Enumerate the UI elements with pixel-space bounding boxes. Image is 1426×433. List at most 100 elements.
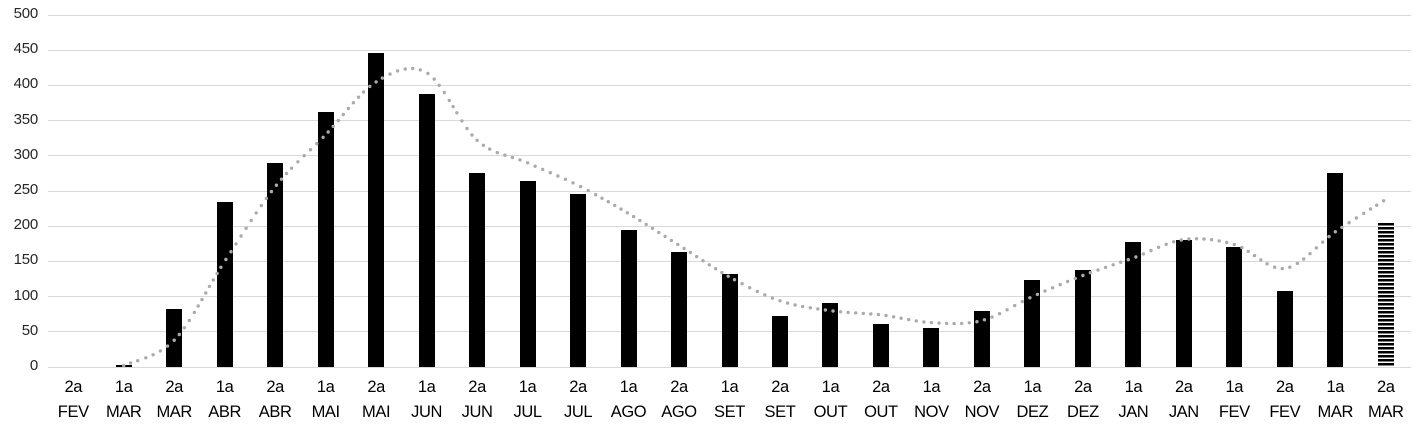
x-tick-period: 2a xyxy=(1276,378,1294,396)
trend-dot xyxy=(1354,216,1359,220)
trend-dot xyxy=(196,304,200,308)
trend-dot xyxy=(785,301,790,305)
trend-dot xyxy=(432,77,436,81)
y-tick-label: 100 xyxy=(13,286,39,304)
x-tick-label: 2a JAN xyxy=(1159,375,1209,425)
x-tick-period: 1a xyxy=(417,378,436,396)
trend-dot xyxy=(1194,237,1199,241)
trend-dot xyxy=(606,200,610,204)
trend-dot xyxy=(418,68,422,72)
trend-dot xyxy=(1050,286,1055,290)
trend-dot xyxy=(1111,263,1115,267)
bar xyxy=(368,53,385,367)
trend-dot xyxy=(613,203,617,208)
trend-dot xyxy=(234,242,238,246)
x-tick-label: 2a MAR xyxy=(1361,375,1411,425)
trend-dot xyxy=(922,320,926,324)
x-tick-label: 1a MAI xyxy=(300,375,350,425)
trend-dot xyxy=(1288,265,1292,269)
bar xyxy=(317,112,334,367)
trend-dot xyxy=(967,321,971,325)
trend-dot xyxy=(682,246,686,251)
trend-dot xyxy=(239,234,243,238)
y-tick-label: 500 xyxy=(13,5,39,22)
trend-dot xyxy=(808,306,812,310)
x-tick-period: 2a xyxy=(1376,378,1395,396)
x-tick-month: AGO xyxy=(661,403,697,421)
x-tick-period: 1a xyxy=(1326,378,1345,396)
trend-dot xyxy=(495,150,499,155)
trend-dot xyxy=(778,299,782,303)
trend-dot xyxy=(426,71,430,76)
bar xyxy=(771,316,788,367)
y-tick-label: 50 xyxy=(21,321,38,339)
bar xyxy=(620,229,637,367)
x-tick-period: 2a xyxy=(569,378,587,396)
x-tick-period: 2a xyxy=(771,378,789,396)
trend-dot xyxy=(1005,308,1009,312)
x-tick-label: 2a JUL xyxy=(553,375,603,425)
x-tick-month: MAR xyxy=(1368,403,1404,421)
x-tick-label: 1a ABR xyxy=(199,375,249,425)
gridline xyxy=(48,120,1411,122)
x-tick-month: AGO xyxy=(610,403,647,421)
y-tick-label: 450 xyxy=(13,40,39,58)
bar xyxy=(570,193,587,367)
trend-dot xyxy=(541,167,545,172)
x-tick-month: OUT xyxy=(864,403,898,421)
trend-dot xyxy=(594,193,598,197)
trend-dot xyxy=(533,164,537,168)
trend-dot xyxy=(259,203,263,208)
trend-dot xyxy=(899,316,903,320)
bar xyxy=(1276,290,1293,367)
x-tick-label: 1a DEZ xyxy=(1007,375,1057,425)
trend-dot xyxy=(876,312,881,317)
trend-dot xyxy=(1217,239,1221,243)
trend-dot xyxy=(341,112,345,117)
trend-dot xyxy=(1295,261,1300,266)
x-tick-month: SET xyxy=(764,403,796,421)
trend-dot xyxy=(625,211,629,215)
trend-dot xyxy=(997,312,1002,316)
trend-dot xyxy=(204,291,208,295)
trend-dot xyxy=(1362,211,1366,216)
trend-dot xyxy=(1209,238,1214,242)
x-tick-label: 2a DEZ xyxy=(1058,375,1108,425)
x-tick-period: 1a xyxy=(1124,378,1143,396)
x-tick-month: MAR xyxy=(105,403,142,421)
trend-dot xyxy=(1314,246,1319,250)
trend-dot xyxy=(200,297,204,302)
x-tick-label: 1a FEV xyxy=(1209,375,1259,425)
gridline xyxy=(48,190,1411,192)
trend-dot xyxy=(1225,240,1229,245)
trend-dot xyxy=(411,66,415,71)
trend-dot xyxy=(192,310,197,315)
trend-dot xyxy=(861,311,865,316)
y-tick-label: 200 xyxy=(13,216,39,234)
trend-dot xyxy=(388,72,392,76)
x-tick-period: 1a xyxy=(821,378,840,396)
x-tick-month: OUT xyxy=(813,403,848,421)
trend-dot xyxy=(254,211,258,215)
trend-dot xyxy=(451,104,455,109)
bar xyxy=(1327,173,1344,367)
x-tick-period: 1a xyxy=(215,378,234,396)
trend-dot xyxy=(356,95,361,99)
x-tick-period: 1a xyxy=(720,378,739,396)
x-tick-label: 2a NOV xyxy=(957,375,1007,425)
trend-dot xyxy=(1202,237,1206,241)
trend-dot xyxy=(907,317,911,322)
trend-dot xyxy=(1141,252,1146,256)
trend-dot xyxy=(470,133,474,137)
trend-dot xyxy=(455,111,459,115)
trend-dot xyxy=(1156,245,1161,249)
bar xyxy=(721,274,738,367)
trend-dot xyxy=(447,98,451,103)
trend-dot xyxy=(207,284,212,289)
trend-dot xyxy=(182,326,186,330)
trend-dot xyxy=(510,155,515,160)
y-tick-label: 0 xyxy=(29,357,38,374)
x-tick-month: MAR xyxy=(1317,403,1354,421)
gridline xyxy=(48,14,1411,16)
